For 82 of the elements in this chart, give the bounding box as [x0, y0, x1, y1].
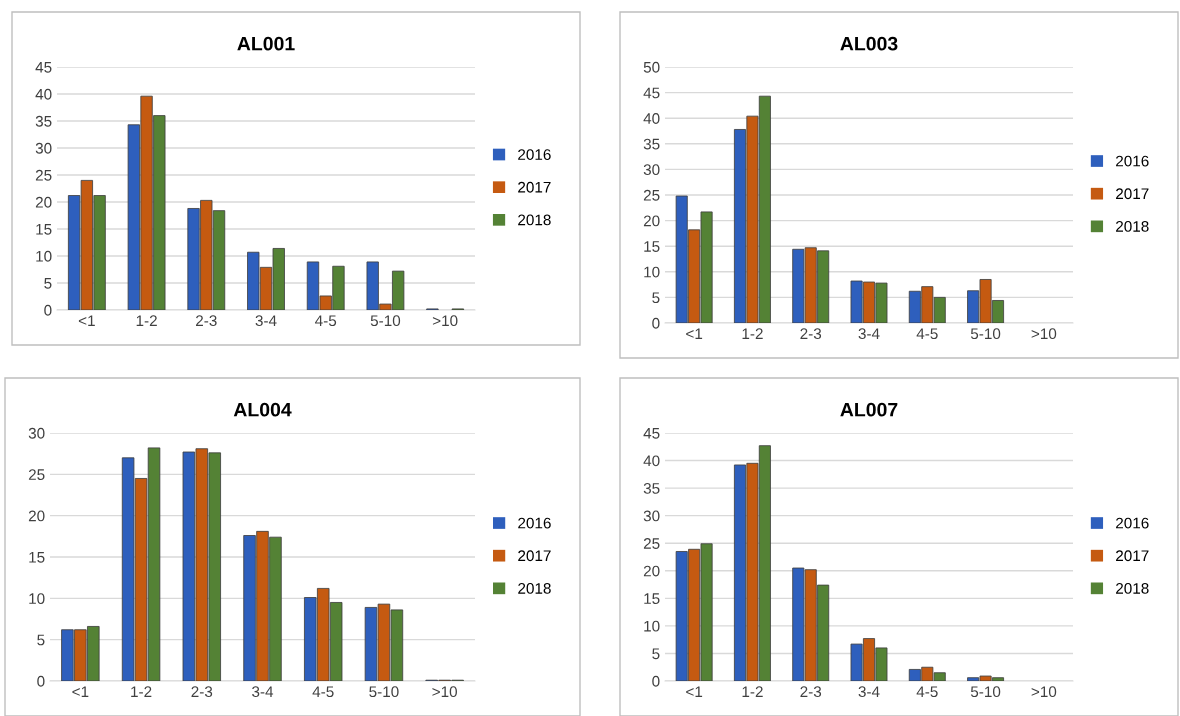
x-tick-label: 3-4 — [858, 328, 880, 340]
x-tick-label: 2-3 — [191, 686, 213, 698]
y-tick-label: 15 — [29, 552, 45, 563]
y-tick-label: 40 — [35, 88, 52, 100]
y-tick-label: 35 — [643, 138, 660, 150]
x-tick-label: 1-2 — [742, 686, 763, 697]
legend-label: 2018 — [518, 214, 551, 226]
x-tick-label: 5-10 — [970, 328, 1001, 340]
x-tick-label: 3-4 — [255, 315, 277, 327]
y-tick-label: 35 — [643, 482, 660, 494]
x-tick-label: 5-10 — [369, 686, 399, 698]
y-tick-label: 40 — [643, 113, 660, 124]
x-tick-label: >10 — [1031, 328, 1057, 340]
y-tick-label: 5 — [652, 648, 660, 660]
y-tick-label: 45 — [643, 87, 660, 99]
y-tick-label: 20 — [28, 510, 45, 522]
x-tick-label: 2-3 — [196, 315, 217, 327]
legend-label: 2018 — [518, 582, 551, 594]
legend-label: 2016 — [518, 149, 551, 160]
y-tick-label: 20 — [643, 565, 660, 577]
legend-label: 2018 — [1116, 220, 1149, 232]
x-tick-label: >10 — [1031, 686, 1057, 698]
y-tick-label: 10 — [644, 620, 660, 632]
x-tick-label: 5-10 — [970, 686, 1001, 698]
y-tick-label: 10 — [29, 593, 45, 605]
y-tick-label: 0 — [652, 317, 660, 329]
x-tick-label: 2-3 — [800, 328, 822, 340]
y-tick-label: 25 — [643, 189, 660, 201]
y-tick-label: 15 — [644, 241, 660, 252]
y-tick-label: 25 — [28, 469, 45, 481]
legend-label: 2017 — [518, 550, 551, 562]
chart-title: AL007 — [840, 402, 898, 417]
x-tick-label: 4-5 — [315, 315, 337, 327]
x-tick-label: <1 — [686, 328, 703, 339]
legend-label: 2018 — [1116, 582, 1149, 594]
y-tick-label: 10 — [36, 250, 52, 262]
legend-label: 2017 — [518, 181, 551, 193]
y-tick-label: 25 — [643, 538, 660, 549]
y-tick-label: 20 — [643, 215, 660, 227]
x-tick-label: 4-5 — [312, 686, 334, 698]
y-tick-label: 30 — [643, 164, 660, 176]
y-tick-label: 5 — [652, 292, 660, 304]
chart-title: AL001 — [237, 36, 295, 51]
x-tick-label: <1 — [686, 686, 703, 697]
legend-label: 2016 — [518, 517, 551, 529]
x-tick-label: 3-4 — [858, 686, 880, 698]
y-tick-label: 30 — [643, 510, 660, 522]
x-tick-label: <1 — [78, 315, 95, 326]
y-tick-label: 45 — [643, 428, 660, 439]
y-tick-label: 30 — [28, 427, 45, 439]
x-tick-label: 4-5 — [916, 686, 938, 698]
y-tick-label: 20 — [35, 196, 52, 208]
y-tick-label: 10 — [644, 266, 660, 278]
x-tick-label: 5-10 — [370, 315, 401, 327]
y-tick-label: 45 — [35, 62, 52, 73]
y-tick-label: 40 — [643, 455, 660, 467]
legend-label: 2016 — [1116, 155, 1149, 167]
legend-label: 2017 — [1116, 550, 1149, 562]
x-tick-label: >10 — [432, 686, 457, 698]
x-tick-label: 3-4 — [252, 686, 274, 698]
y-tick-label: 0 — [44, 304, 52, 316]
legend-label: 2017 — [1116, 188, 1149, 200]
x-tick-label: 1-2 — [131, 686, 152, 697]
y-tick-label: 30 — [35, 142, 52, 154]
y-tick-label: 25 — [35, 169, 52, 181]
x-tick-label: 4-5 — [916, 328, 938, 340]
chart-title: AL003 — [840, 36, 898, 51]
x-tick-label: 2-3 — [800, 686, 822, 698]
x-tick-label: 1-2 — [742, 328, 763, 339]
y-tick-label: 5 — [37, 634, 45, 646]
y-tick-label: 0 — [37, 675, 45, 687]
y-tick-label: 50 — [643, 61, 660, 73]
x-tick-label: <1 — [72, 686, 89, 697]
x-tick-label: >10 — [432, 315, 458, 327]
chart-title: AL004 — [233, 402, 292, 417]
y-tick-label: 35 — [35, 115, 52, 127]
legend-label: 2016 — [1116, 517, 1149, 529]
y-tick-label: 0 — [652, 675, 660, 687]
y-tick-label: 15 — [36, 224, 52, 235]
x-tick-label: 1-2 — [136, 315, 157, 326]
y-tick-label: 15 — [644, 593, 660, 605]
y-tick-label: 5 — [44, 278, 52, 289]
